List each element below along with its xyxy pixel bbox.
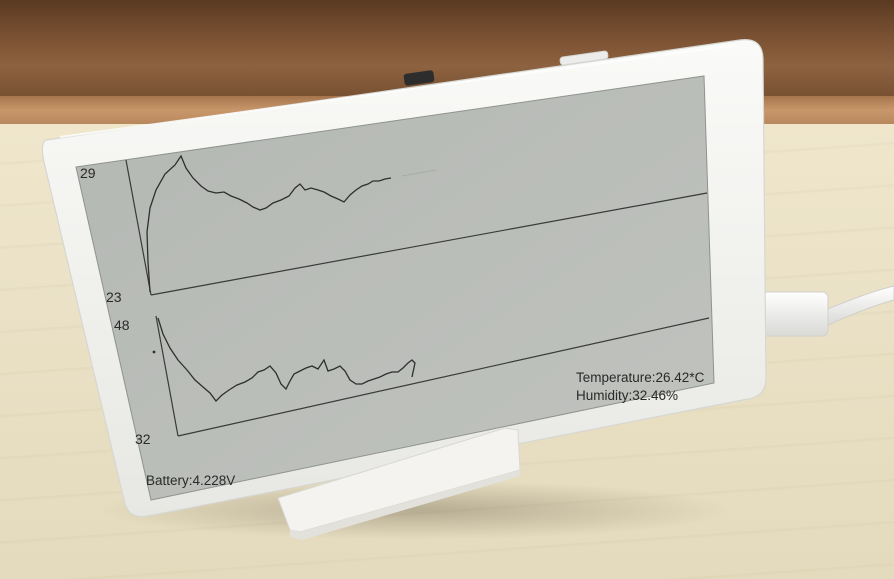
humidity-trace <box>157 317 416 402</box>
temperature-reading: Temperature:26.42*C <box>576 370 705 385</box>
eink-device: 29 23 48 32 Temperature:26.42*C Humidity… <box>41 39 767 518</box>
bottom-chart-min-label: 32 <box>135 431 151 447</box>
temperature-trace <box>146 154 392 293</box>
battery-reading: Battery:4.228V <box>146 473 235 488</box>
top-slot <box>559 50 609 66</box>
device-stand <box>277 427 521 540</box>
eink-screen <box>75 75 715 501</box>
top-chart-min-label: 23 <box>106 289 122 305</box>
bottom-chart-y-axis <box>155 315 179 437</box>
humidity-reading: Humidity:32.46% <box>576 388 678 403</box>
usb-cable <box>757 285 894 337</box>
usb-plug <box>757 291 829 337</box>
top-chart-y-axis <box>125 159 152 296</box>
power-button[interactable] <box>403 70 435 86</box>
bottom-chart-max-label: 48 <box>114 317 130 333</box>
top-chart-x-axis <box>150 192 708 296</box>
top-chart-max-label: 29 <box>80 165 96 181</box>
bottom-chart-x-axis <box>177 317 710 437</box>
